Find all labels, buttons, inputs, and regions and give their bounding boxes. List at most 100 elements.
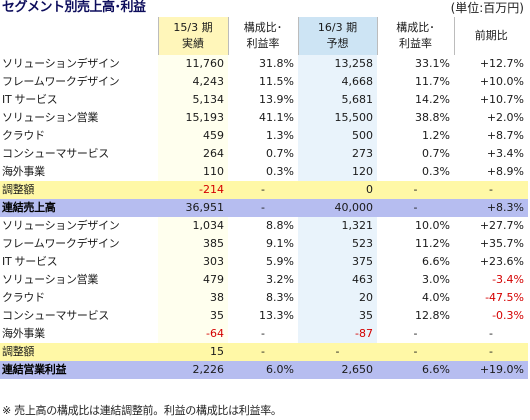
cell-c4: 10.0% bbox=[415, 219, 450, 232]
cell-c3: 20 bbox=[298, 289, 377, 307]
cell-c1: 35 bbox=[158, 307, 228, 325]
segment-name: 海外事業 bbox=[2, 165, 45, 178]
cell-c3: 4,668 bbox=[298, 73, 377, 91]
cell-c5: - bbox=[454, 343, 528, 361]
cell-c4: 11.2% bbox=[415, 237, 450, 250]
header-fy16-line1: 16/3 期 bbox=[317, 21, 358, 34]
cell-c2: 31.8% bbox=[259, 57, 294, 70]
cell-c3: 5,681 bbox=[298, 91, 377, 109]
cell-c2: 3.2% bbox=[266, 273, 294, 286]
cell-c4: 4.0% bbox=[422, 291, 450, 304]
cell-c5: +8.7% bbox=[486, 129, 524, 142]
table-row: 連結売上高 36,951-40,000- +8.3% bbox=[0, 199, 528, 217]
cell-c4: 0.7% bbox=[422, 147, 450, 160]
segment-name: コンシューマサービス bbox=[2, 309, 109, 322]
header-ratio1-line1: 構成比･ bbox=[243, 21, 283, 34]
header-ratio2-line2: 利益率 bbox=[399, 37, 432, 50]
table-row: コンシューマサービス 35 13.3% 35 12.8% -0.3% bbox=[0, 307, 528, 325]
table-row: クラウド 459 1.3% 500 1.2% +8.7% bbox=[0, 127, 528, 145]
cell-c1: 479 bbox=[158, 271, 228, 289]
cell-c3: 375 bbox=[298, 253, 377, 271]
cell-c3: 500 bbox=[298, 127, 377, 145]
cell-c4: 0.3% bbox=[422, 165, 450, 178]
cell-c3: -87 bbox=[298, 325, 377, 343]
cell-c3: 40,000 bbox=[298, 199, 377, 217]
header-fy16-line2: 予想 bbox=[326, 37, 349, 50]
page-title: セグメント別売上高･利益 bbox=[2, 0, 146, 15]
cell-c2: 41.1% bbox=[259, 111, 294, 124]
cell-c1: 4,243 bbox=[158, 73, 228, 91]
cell-c3: 463 bbox=[298, 271, 377, 289]
cell-c5: +12.7% bbox=[479, 57, 524, 70]
cell-c5: +8.3% bbox=[454, 199, 528, 217]
cell-c2: 11.5% bbox=[259, 75, 294, 88]
cell-c1: 2,226 bbox=[158, 361, 228, 379]
table-row: コンシューマサービス 264 0.7% 273 0.7% +3.4% bbox=[0, 145, 528, 163]
table-row: 連結営業利益 2,226 6.0% 2,650 6.6% +19.0% bbox=[0, 361, 528, 379]
cell-c2: 13.3% bbox=[259, 309, 294, 322]
segment-name: クラウド bbox=[2, 291, 45, 304]
cell-c3: 15,500 bbox=[298, 109, 377, 127]
segment-name: 調整額 bbox=[0, 343, 158, 361]
segment-name: IT サービス bbox=[2, 255, 58, 268]
cell-c3: 273 bbox=[298, 145, 377, 163]
cell-c5: +8.9% bbox=[486, 165, 524, 178]
table-row: ソリューションデザイン 11,760 31.8% 13,258 33.1% +12.7% bbox=[0, 55, 528, 73]
cell-c4: - bbox=[413, 327, 418, 340]
cell-c5: -0.3% bbox=[492, 309, 524, 322]
table-row: 調整額 -214-0- - bbox=[0, 181, 528, 199]
segment-name: ソリューションデザイン bbox=[2, 57, 120, 70]
table-row: フレームワークデザイン 385 9.1% 523 11.2% +35.7% bbox=[0, 235, 528, 253]
table-row: クラウド 38 8.3% 20 4.0% -47.5% bbox=[0, 289, 528, 307]
table-row: IT サービス 303 5.9% 375 6.6% +23.6% bbox=[0, 253, 528, 271]
cell-c4: 38.8% bbox=[415, 111, 450, 124]
header-row: 15/3 期 実績 構成比･ 利益率 16/3 期 予想 構成比･ 利益率 前期… bbox=[0, 17, 528, 55]
cell-c2: - bbox=[261, 327, 265, 340]
table-row: 調整額 15- - - - bbox=[0, 343, 528, 361]
segment-name: ソリューション営業 bbox=[2, 111, 99, 124]
cell-c4: 3.0% bbox=[422, 273, 450, 286]
cell-c2: 5.9% bbox=[266, 255, 294, 268]
cell-c5: - bbox=[489, 327, 493, 340]
table-row: 海外事業 -64 - -87 - - bbox=[0, 325, 528, 343]
cell-c3: 2,650 bbox=[298, 361, 377, 379]
cell-c4: - bbox=[377, 181, 454, 199]
cell-c2: 8.3% bbox=[266, 291, 294, 304]
cell-c4: - bbox=[377, 343, 454, 361]
cell-c1: 264 bbox=[158, 145, 228, 163]
cell-c5: +10.0% bbox=[479, 75, 524, 88]
cell-c1: 36,951 bbox=[158, 199, 228, 217]
cell-c5: +23.6% bbox=[479, 255, 524, 268]
cell-c4: 11.7% bbox=[415, 75, 450, 88]
header-blank bbox=[0, 17, 158, 55]
table-row: IT サービス 5,134 13.9% 5,681 14.2% +10.7% bbox=[0, 91, 528, 109]
cell-c5: +35.7% bbox=[479, 237, 524, 250]
cell-c2: - bbox=[228, 343, 298, 361]
cell-c2: 0.3% bbox=[266, 165, 294, 178]
segment-name: ソリューションデザイン bbox=[2, 219, 120, 232]
cell-c2: 13.9% bbox=[259, 93, 294, 106]
table-row: ソリューション営業 15,193 41.1% 15,500 38.8% +2.0% bbox=[0, 109, 528, 127]
header-fy16-ratio: 構成比･ 利益率 bbox=[376, 17, 454, 55]
cell-c1: 303 bbox=[158, 253, 228, 271]
header-fy15-line1: 15/3 期 bbox=[173, 21, 213, 34]
cell-c1: 110 bbox=[158, 163, 228, 181]
segment-name: フレームワークデザイン bbox=[2, 237, 120, 250]
cell-c3: 523 bbox=[298, 235, 377, 253]
cell-c2: 1.3% bbox=[266, 129, 294, 142]
cell-c1: 1,034 bbox=[158, 217, 228, 235]
cell-c5: -47.5% bbox=[485, 291, 524, 304]
cell-c4: - bbox=[377, 199, 454, 217]
cell-c2: - bbox=[228, 181, 298, 199]
segment-name: IT サービス bbox=[2, 93, 58, 106]
cell-c5: +10.7% bbox=[479, 93, 524, 106]
cell-c2: 0.7% bbox=[266, 147, 294, 160]
segment-name: 調整額 bbox=[0, 181, 158, 199]
cell-c1: 385 bbox=[158, 235, 228, 253]
cell-c2: 8.8% bbox=[266, 219, 294, 232]
cell-c4: 6.6% bbox=[422, 255, 450, 268]
header-yoy-label: 前期比 bbox=[474, 29, 508, 42]
table-row: フレームワークデザイン 4,243 11.5% 4,668 11.7% +10.0% bbox=[0, 73, 528, 91]
cell-c1: 11,760 bbox=[158, 55, 228, 73]
segment-name: コンシューマサービス bbox=[2, 147, 109, 160]
